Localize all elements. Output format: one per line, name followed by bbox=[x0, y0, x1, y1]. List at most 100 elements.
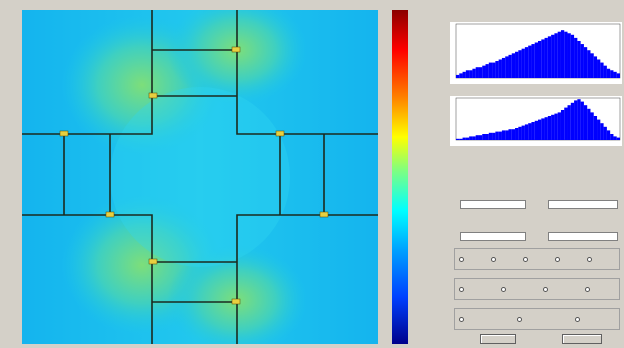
node-marker[interactable] bbox=[59, 130, 69, 137]
histogram-bar bbox=[616, 137, 620, 140]
histogram-bar bbox=[554, 33, 558, 78]
histogram-bar bbox=[472, 68, 476, 78]
group1-option-5[interactable] bbox=[587, 257, 594, 262]
histogram-bar bbox=[574, 100, 578, 140]
histogram-bar bbox=[492, 62, 496, 78]
histogram-bar bbox=[515, 128, 519, 140]
histogram-bar bbox=[501, 57, 506, 78]
histogram-bar bbox=[557, 31, 561, 78]
radio-icon bbox=[517, 317, 522, 322]
histogram-bar bbox=[570, 102, 575, 140]
histogram-bar bbox=[456, 138, 460, 140]
histogram-bar bbox=[531, 122, 535, 140]
histogram-bar bbox=[570, 34, 575, 78]
radio-icon bbox=[459, 257, 464, 262]
histogram-bar bbox=[590, 53, 594, 78]
histogram-bar bbox=[577, 40, 581, 78]
field1-input[interactable] bbox=[460, 200, 526, 209]
histogram-bar bbox=[547, 36, 552, 78]
histogram-bar bbox=[574, 37, 578, 78]
histogram-bar bbox=[587, 50, 591, 78]
histogram-bar bbox=[534, 120, 538, 140]
radio-icon bbox=[587, 257, 592, 262]
histogram-bar bbox=[524, 47, 529, 78]
histogram-bar bbox=[547, 116, 552, 140]
histogram-bar bbox=[597, 59, 601, 78]
histogram-bar bbox=[462, 71, 466, 78]
histogram-bar bbox=[475, 67, 479, 78]
group3-option-3[interactable] bbox=[575, 317, 582, 322]
radio-icon bbox=[555, 257, 560, 262]
histogram-bar bbox=[616, 73, 620, 78]
histogram-bar bbox=[590, 112, 594, 140]
radio-icon bbox=[491, 257, 496, 262]
histogram-bar bbox=[603, 126, 607, 140]
node-marker[interactable] bbox=[148, 258, 158, 265]
histogram-bar bbox=[567, 33, 571, 78]
histogram-bar bbox=[465, 70, 470, 78]
histogram-bar bbox=[541, 118, 545, 140]
node-marker[interactable] bbox=[275, 130, 285, 137]
node-marker[interactable] bbox=[148, 92, 158, 99]
histogram-bar bbox=[498, 131, 502, 140]
button-left[interactable] bbox=[480, 334, 516, 344]
group2-option-2[interactable] bbox=[501, 287, 508, 292]
node-marker[interactable] bbox=[231, 46, 241, 53]
histogram-bar bbox=[508, 54, 512, 78]
node-marker[interactable] bbox=[105, 211, 115, 218]
radio-icon bbox=[523, 257, 528, 262]
colorbar bbox=[392, 10, 408, 344]
group3-option-2[interactable] bbox=[517, 317, 524, 322]
histogram-bar bbox=[505, 56, 509, 78]
node-markers bbox=[59, 46, 329, 305]
histogram-bar bbox=[501, 130, 506, 140]
histogram-bar bbox=[515, 51, 519, 78]
histogram-bar bbox=[469, 70, 473, 78]
histogram-bar bbox=[567, 105, 571, 140]
node-marker[interactable] bbox=[231, 298, 241, 305]
group2-option-1[interactable] bbox=[459, 287, 466, 292]
group1-option-1[interactable] bbox=[459, 257, 466, 262]
histogram-bar bbox=[600, 123, 604, 140]
node-marker[interactable] bbox=[319, 211, 329, 218]
histogram-bar bbox=[560, 110, 565, 140]
histogram-bar bbox=[564, 31, 568, 78]
histogram-top bbox=[450, 22, 622, 84]
histogram-bar bbox=[528, 45, 532, 78]
field2-input[interactable] bbox=[548, 200, 618, 209]
field3-input[interactable] bbox=[460, 232, 526, 241]
histogram-bar bbox=[600, 62, 604, 78]
group2-option-3[interactable] bbox=[543, 287, 550, 292]
histogram-bar bbox=[459, 138, 463, 140]
group1-option-4[interactable] bbox=[555, 257, 562, 262]
histogram-bar bbox=[524, 124, 529, 140]
histogram-bar bbox=[495, 61, 499, 78]
group2-option-4[interactable] bbox=[585, 287, 592, 292]
histogram-bar bbox=[472, 136, 476, 140]
histogram-bar bbox=[495, 131, 499, 140]
group1-option-2[interactable] bbox=[491, 257, 498, 262]
histogram-bar bbox=[557, 112, 561, 140]
histogram-bar bbox=[587, 108, 591, 140]
histogram-bar bbox=[610, 70, 614, 78]
histogram-bar bbox=[560, 30, 565, 78]
histogram-bar bbox=[564, 107, 568, 140]
histogram-bar bbox=[478, 67, 483, 78]
heatmap-plot[interactable] bbox=[22, 10, 378, 344]
histogram-bar bbox=[531, 44, 535, 78]
histogram-bar bbox=[528, 123, 532, 140]
histogram-bar bbox=[459, 73, 463, 78]
histogram-bar bbox=[593, 116, 598, 140]
button-right[interactable] bbox=[562, 334, 602, 344]
field4-input[interactable] bbox=[548, 232, 618, 241]
histogram-bar bbox=[583, 105, 588, 140]
group1-option-3[interactable] bbox=[523, 257, 530, 262]
histogram-bar bbox=[456, 74, 460, 78]
histogram-bar bbox=[482, 134, 486, 140]
histogram-bar bbox=[551, 114, 555, 140]
group3-option-1[interactable] bbox=[459, 317, 466, 322]
histogram-bar bbox=[544, 117, 548, 140]
histogram-bar bbox=[521, 48, 525, 78]
histogram-bar bbox=[485, 134, 489, 140]
